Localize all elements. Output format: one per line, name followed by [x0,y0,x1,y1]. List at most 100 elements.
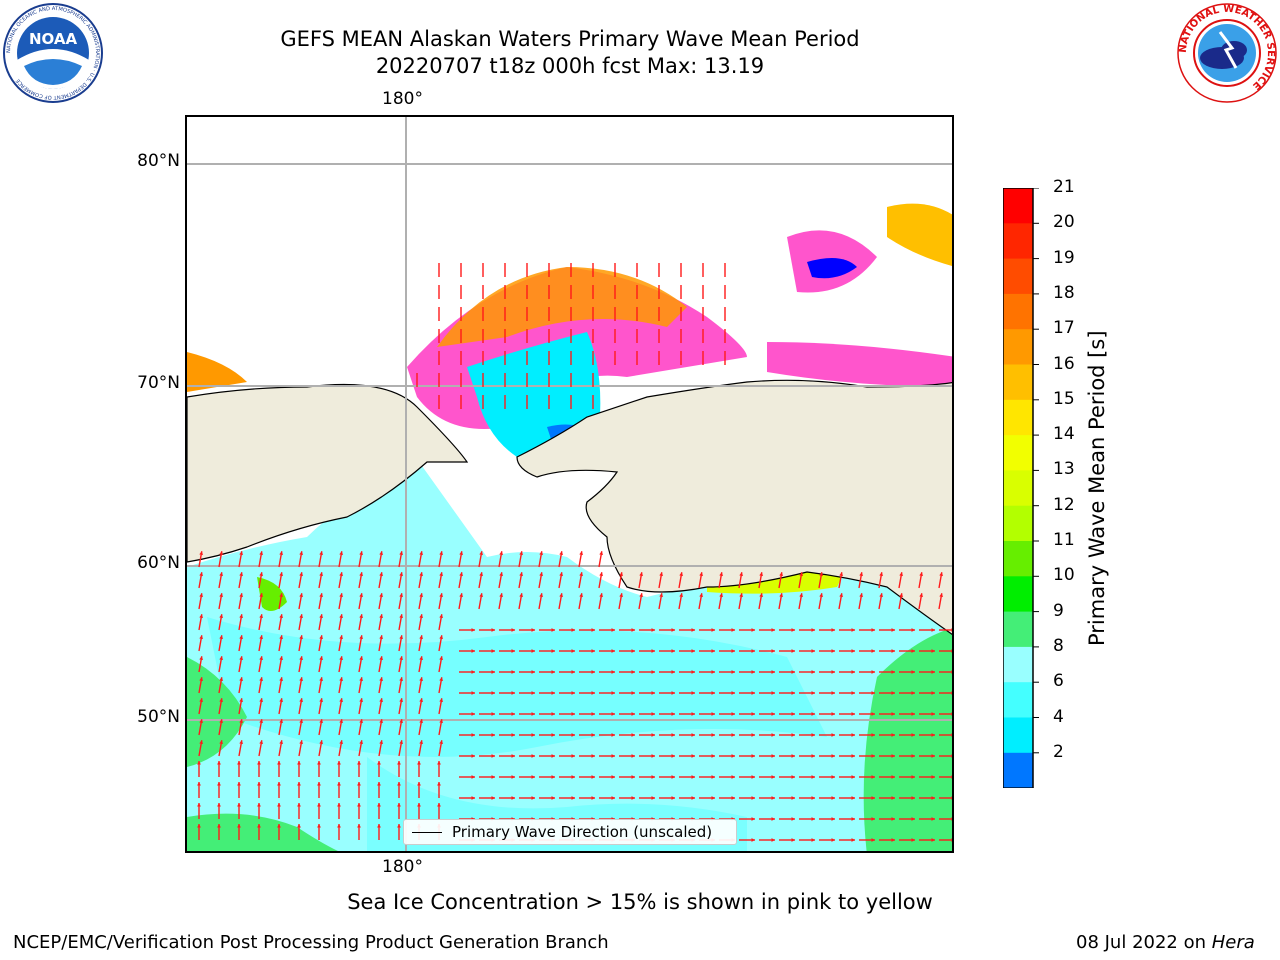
wave-arrow-head [951,712,952,716]
wave-arrow-head [691,733,695,737]
wave-arrow-head [399,614,404,619]
wave-arrow-head [851,754,855,758]
wave-arrow-head [379,656,384,661]
wave-arrow-head [851,817,855,821]
wave-arrow-head [611,628,615,632]
wave-arrow-head [419,740,424,745]
wave-arrow-head [591,775,595,779]
wave-arrow-head [631,712,635,716]
wave-arrow-head [751,712,755,716]
wave-arrow-head [491,691,495,695]
wave-arrow-head [459,593,464,598]
wave-arrow-head [631,733,635,737]
wave-arrow-head [551,754,555,758]
colorbar-tick-label: 9 [1053,600,1064,621]
colorbar-tick-label: 12 [1053,494,1075,515]
colorbar-segments [1002,187,1039,818]
map-panel [185,115,954,853]
wave-arrow-head [791,670,795,674]
wave-arrow-head [891,649,895,653]
wave-arrow-head [731,649,735,653]
wave-arrow-head [439,719,444,724]
wave-arrow-head [259,572,264,577]
wave-arrow-head [931,754,935,758]
wave-arrow-head [831,649,835,653]
wave-arrow-head [651,754,655,758]
wave-arrow-head [397,803,401,807]
wave-arrow-head [871,628,875,632]
wave-arrow-head [711,754,715,758]
wave-arrow-head [671,628,675,632]
wave-arrow-head [339,656,344,661]
wave-arrow-head [639,572,644,577]
wave-arrow-head [651,733,655,737]
sea-ice-caption: Sea Ice Concentration > 15% is shown in … [347,890,933,914]
wave-arrow-head [299,740,304,745]
wave-arrow-head [239,551,244,556]
wave-arrow-head [217,761,221,765]
wave-arrow-head [337,824,341,828]
wave-arrow-head [559,593,564,598]
wave-arrow-head [359,614,364,619]
wave-arrow-head [759,593,764,598]
wave-arrow-head [639,593,644,598]
wave-arrow-head [459,551,464,556]
wave-arrow-head [337,761,341,765]
colorbar-tick-label: 16 [1053,353,1075,374]
wave-arrow-head [399,677,404,682]
wave-arrow-head [471,754,475,758]
wave-arrow-head [811,670,815,674]
wave-arrow-head [599,551,604,556]
wave-arrow-head [439,635,444,640]
wave-arrow-head [279,656,284,661]
wave-arrow-head [939,593,944,598]
wave-arrow-head [491,649,495,653]
wave-arrow-head [751,796,755,800]
wave-arrow-head [417,782,421,786]
wave-arrow-head [339,740,344,745]
wave-arrow-head [811,838,815,842]
wave-arrow-head [471,733,475,737]
wave-arrow-head [419,719,424,724]
wave-arrow-head [279,572,284,577]
wave-arrow-head [671,775,675,779]
wave-arrow-head [319,593,324,598]
wave-arrow-head [419,677,424,682]
wave-arrow-head [539,593,544,598]
wave-arrow-head [691,628,695,632]
wave-arrow-head [439,677,444,682]
wave-arrow-head [199,614,204,619]
colorbar-tick-label: 20 [1053,212,1075,233]
wave-arrow-head [751,649,755,653]
wave-arrow-head [319,614,324,619]
footer-host: Hera [1211,932,1255,953]
green-zone-sw [187,813,338,851]
wave-arrow-head [379,635,384,640]
wave-arrow-head [259,593,264,598]
wave-arrow-head [571,733,575,737]
wave-arrow-head [899,593,904,598]
wave-arrow-head [299,656,304,661]
legend-label: Primary Wave Direction (unscaled) [452,823,713,841]
wave-arrow-head [851,670,855,674]
wave-arrow-head [751,775,755,779]
wave-arrow-head [771,838,775,842]
wave-arrow-head [879,572,884,577]
wave-arrow-head [651,628,655,632]
wave-arrow-head [519,551,524,556]
wave-arrow-head [659,572,664,577]
wave-arrow-head [339,677,344,682]
wave-arrow-head [319,719,324,724]
wave-arrow-head [199,677,204,682]
colorbar-segment [1003,223,1033,260]
wave-arrow-head [359,551,364,556]
wave-arrow-head [531,754,535,758]
wave-arrow-head [591,733,595,737]
wave-arrow-head [719,593,724,598]
wave-arrow-head [831,754,835,758]
lat-label-70: 70°N [137,373,180,393]
wave-arrow-head [579,572,584,577]
wave-arrow-head [919,593,924,598]
wave-arrow-head [297,761,301,765]
wave-arrow-head [571,670,575,674]
